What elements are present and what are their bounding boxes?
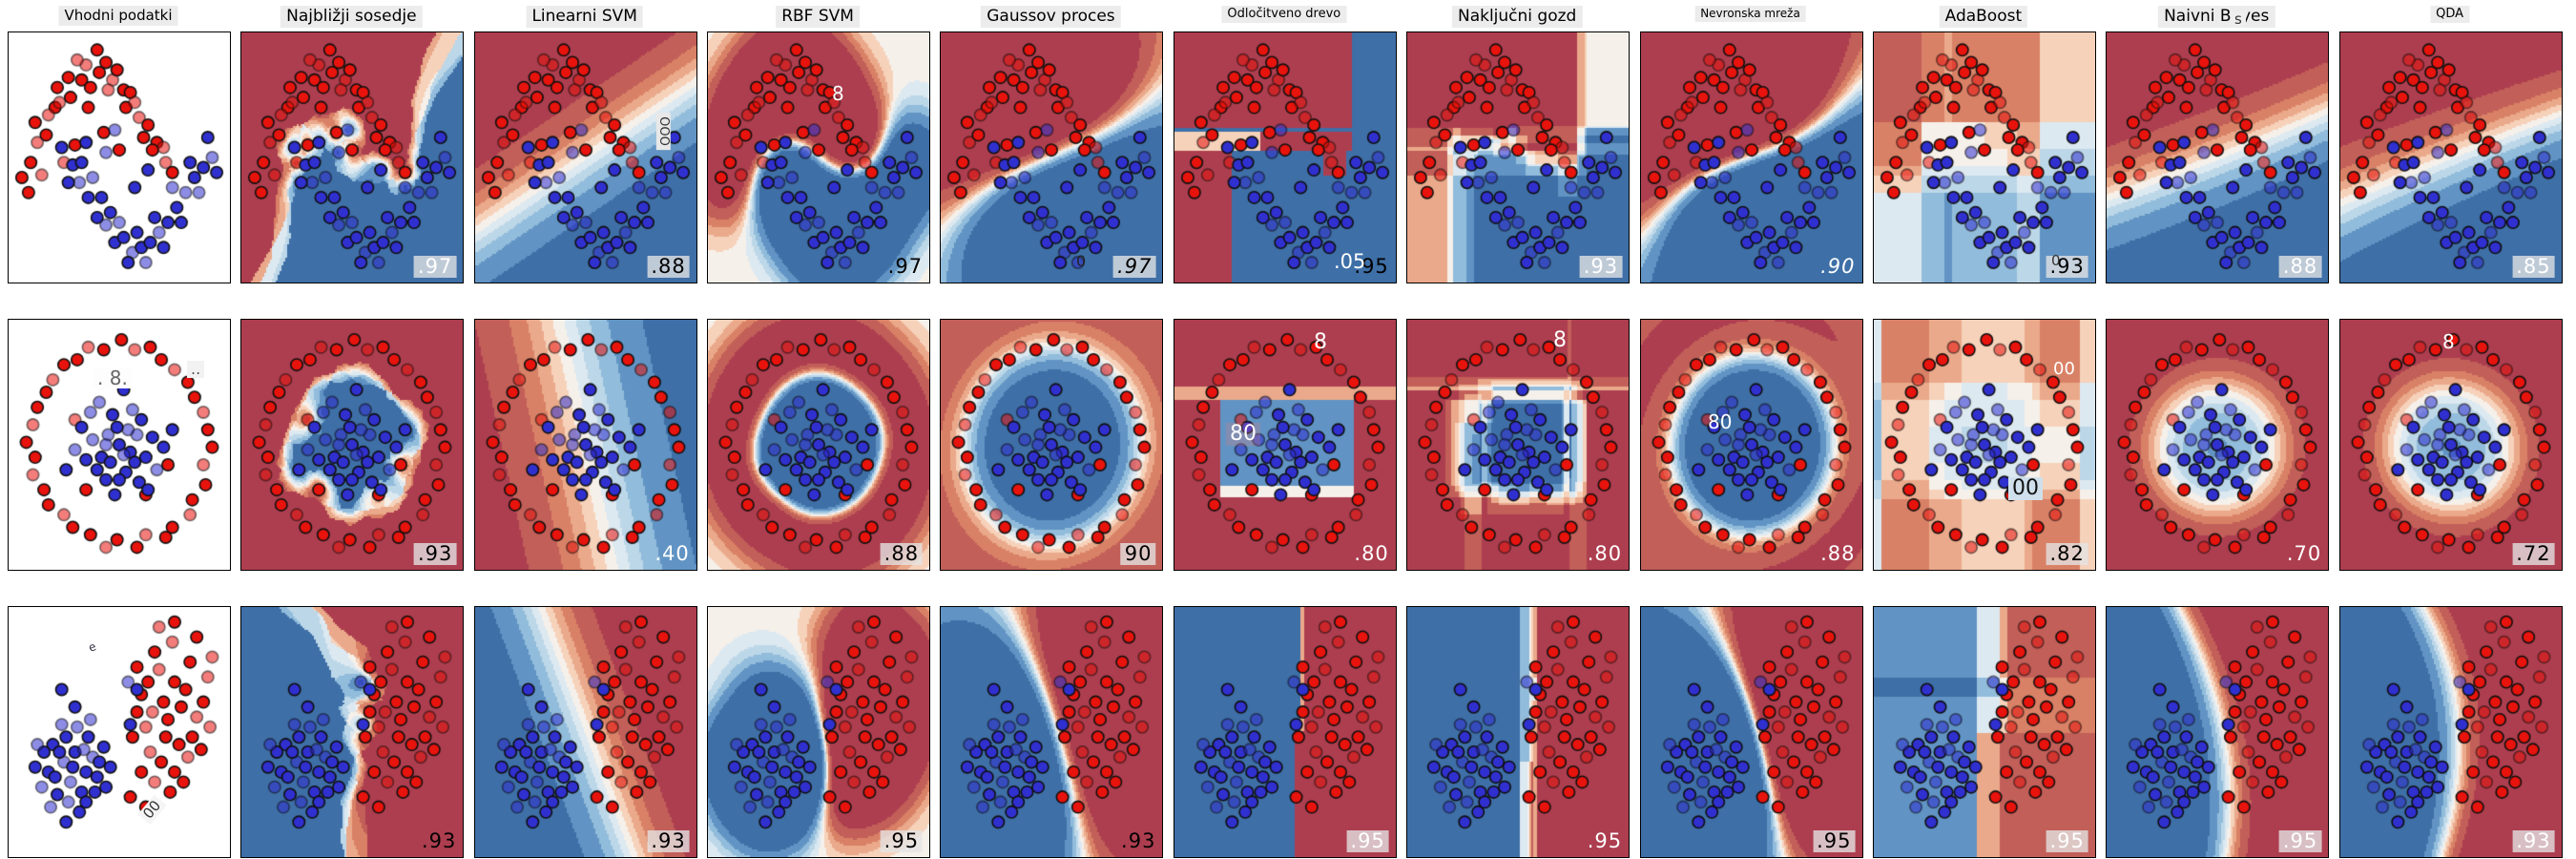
panel-circles-forest [1406, 319, 1631, 571]
accuracy-score-linearly_separable-mlp: .95 [1813, 829, 1856, 853]
noise-artifact: 0 [2051, 252, 2061, 269]
panel-moons-input [8, 31, 231, 283]
column-title-ada: AdaBoost [1939, 6, 2028, 29]
accuracy-score-moons-nb: .88 [2278, 255, 2322, 279]
panel-linearly_separable-qda [2338, 606, 2563, 858]
noise-artifact: 8 [1553, 328, 1567, 352]
accuracy-score-circles-nb: .70 [2286, 542, 2322, 565]
accuracy-score-linearly_separable-forest: .95 [1587, 829, 1623, 852]
column-title-forest: Naključni gozd [1451, 6, 1583, 29]
accuracy-score-circles-qda: .72 [2512, 542, 2555, 566]
accuracy-score-moons-ada: .93 [2046, 255, 2088, 279]
noise-artifact: 8 [2442, 330, 2455, 353]
panel-moons-knn [240, 31, 465, 283]
noise-artifact: 0 [1076, 252, 1087, 270]
accuracy-score-circles-forest: .80 [1587, 542, 1623, 565]
panel-circles-knn [240, 319, 465, 571]
accuracy-score-circles-tree: .80 [1354, 542, 1389, 565]
panel-moons-ada [1872, 31, 2096, 283]
panel-moons-gp [940, 31, 1164, 283]
noise-artifact: .. [187, 361, 205, 378]
panel-circles-qda [2338, 319, 2563, 571]
noise-artifact: OOO [655, 113, 671, 150]
column-title-linsvm: Linearni SVM [526, 6, 643, 29]
panel-moons-tree [1173, 31, 1397, 283]
panel-linearly_separable-tree [1173, 606, 1397, 858]
accuracy-score-linearly_separable-nb: .95 [2278, 829, 2322, 853]
accuracy-score-moons-rbfsvm: .97 [887, 255, 924, 278]
noise-artifact: s [2231, 11, 2246, 28]
noise-artifact: 80 [1708, 410, 1733, 433]
panel-linearly_separable-knn [240, 606, 465, 858]
accuracy-score-moons-linsvm: .88 [647, 255, 690, 279]
panel-linearly_separable-gp [940, 606, 1164, 858]
panel-circles-ada [1872, 319, 2096, 571]
accuracy-score-moons-tree: .95 [1354, 255, 1389, 278]
noise-artifact: 8 [832, 82, 844, 105]
panel-moons-linsvm [473, 31, 697, 283]
panel-moons-rbfsvm [707, 31, 931, 283]
panel-linearly_separable-linsvm [473, 606, 697, 858]
panel-circles-tree [1173, 319, 1397, 571]
accuracy-score-linearly_separable-linsvm: .93 [647, 829, 690, 853]
column-title-gp: Gaussov proces [981, 6, 1121, 29]
panel-circles-gp [940, 319, 1164, 571]
panel-moons-mlp [1639, 31, 1863, 283]
accuracy-score-moons-qda: .85 [2512, 255, 2555, 279]
accuracy-score-moons-knn: .97 [413, 255, 457, 279]
panel-linearly_separable-ada [1872, 606, 2096, 858]
panel-linearly_separable-mlp [1639, 606, 1863, 858]
accuracy-score-linearly_separable-tree: .95 [1346, 829, 1389, 853]
panel-moons-forest [1406, 31, 1631, 283]
accuracy-score-linearly_separable-rbfsvm: .95 [880, 829, 924, 853]
column-title-tree: Odločitveno drevo [1221, 6, 1347, 24]
panel-linearly_separable-input [8, 606, 231, 858]
panel-moons-qda [2338, 31, 2563, 283]
noise-artifact: . 8. [93, 367, 132, 388]
noise-artifact: 00 [2053, 359, 2075, 379]
panel-circles-nb [2106, 319, 2330, 571]
accuracy-score-linearly_separable-knn: .93 [421, 829, 457, 852]
panel-circles-mlp [1639, 319, 1863, 571]
column-title-rbfsvm: RBF SVM [776, 6, 860, 29]
column-title-input: Vhodni podatki [58, 6, 178, 26]
accuracy-score-linearly_separable-qda: .93 [2512, 829, 2555, 853]
accuracy-score-circles-linsvm: .40 [654, 542, 690, 565]
noise-artifact: 8 [1314, 330, 1327, 354]
panel-circles-linsvm [473, 319, 697, 571]
noise-artifact: .05 [1334, 250, 1366, 273]
noise-artifact: 00 [2008, 477, 2043, 500]
accuracy-score-moons-gp: .97 [1113, 255, 1156, 279]
panel-circles-input [8, 319, 231, 571]
panel-moons-nb [2106, 31, 2330, 283]
column-title-qda: QDA [2430, 6, 2470, 24]
accuracy-score-moons-forest: .93 [1579, 255, 1623, 279]
noise-artifact: 80 [1226, 423, 1260, 446]
accuracy-score-circles-rbfsvm: .88 [880, 542, 924, 566]
accuracy-score-circles-ada: .82 [2046, 542, 2088, 566]
accuracy-score-circles-mlp: .88 [1820, 542, 1856, 565]
accuracy-score-circles-gp: 90 [1120, 542, 1156, 566]
column-title-knn: Najbližji sosedje [280, 6, 423, 29]
accuracy-score-linearly_separable-ada: .95 [2046, 829, 2088, 853]
column-title-nb: Naivni Bayes [2158, 6, 2275, 29]
column-title-mlp: Nevronska mreža [1694, 6, 1806, 22]
accuracy-score-circles-knn: .93 [413, 542, 457, 566]
accuracy-score-moons-mlp: .90 [1820, 255, 1856, 278]
panel-linearly_separable-nb [2106, 606, 2330, 858]
accuracy-score-linearly_separable-gp: .93 [1121, 829, 1156, 852]
panel-circles-rbfsvm [707, 319, 931, 571]
panel-linearly_separable-forest [1406, 606, 1631, 858]
panel-linearly_separable-rbfsvm [707, 606, 931, 858]
